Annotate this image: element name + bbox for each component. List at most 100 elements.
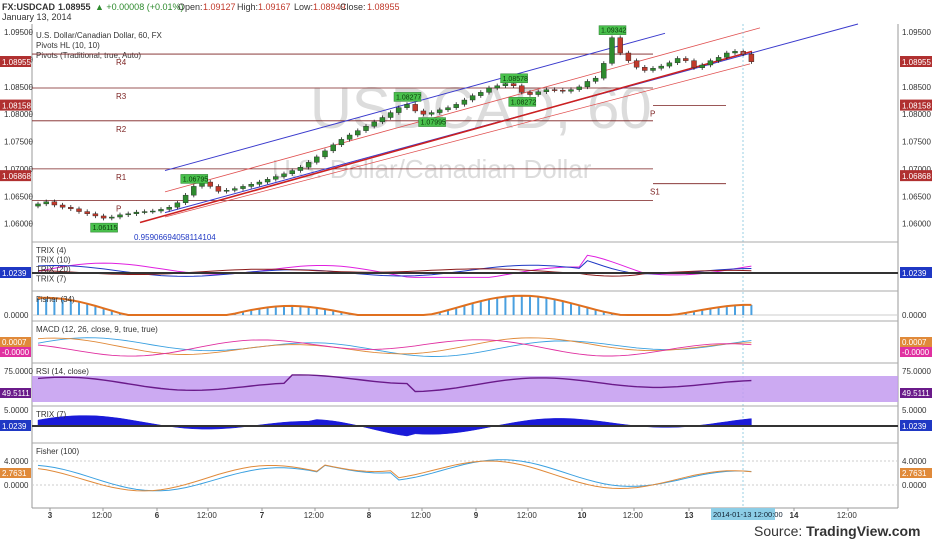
pivot-hl-tag (500, 73, 528, 84)
x-tick-label: 12:00 (411, 511, 432, 520)
y-tick-label-right: 1.09500 (902, 28, 931, 37)
macd-line (37, 337, 752, 357)
candle-body (642, 66, 648, 71)
pivot-hl-tag-label: 1.07995 (421, 120, 446, 127)
candle-body (322, 150, 328, 158)
candle-body (535, 91, 541, 95)
pivot-hl-tag (393, 92, 422, 102)
pivot-hl-tag (180, 174, 209, 184)
symbol-label: FX:USDCAD (2, 2, 55, 12)
candle-body (68, 206, 74, 210)
candle-body (453, 104, 459, 108)
date-label: January 13, 2014 (2, 12, 72, 22)
main-legend-item: Pivots HL (10, 10) (36, 41, 100, 50)
price-label-left: 1.08158 (2, 102, 31, 111)
rsi-value-right-bg (900, 388, 932, 398)
y-tick-label-left: 1.07000 (4, 165, 33, 174)
x-tick-label: 12:00 (92, 511, 113, 520)
candle-body (92, 213, 99, 217)
x-tick-label: 6 (155, 511, 160, 520)
candle-body (109, 216, 115, 219)
price-label-bg (900, 56, 932, 68)
candle-body (428, 112, 435, 115)
trix-value-right: 1.0239 (902, 269, 927, 278)
candle-body (125, 213, 131, 216)
price-label-bg (900, 170, 932, 182)
pivot-level-label: R3 (116, 92, 127, 101)
price-change: ▲ +0.00008 (+0.01%) (95, 2, 184, 12)
source-credit[interactable]: Source: TradingView.com (754, 523, 921, 539)
candle-body (355, 130, 361, 136)
candle-body (576, 86, 582, 90)
candle-body (396, 107, 402, 113)
price-label-left-bg (0, 170, 31, 182)
x-tick-label: 13 (685, 511, 694, 520)
price-label-right: 1.06868 (902, 172, 931, 181)
candle-body (724, 52, 730, 58)
candle-body (625, 52, 632, 61)
pivot-level-label: R1 (116, 173, 127, 182)
candle-body (363, 126, 369, 131)
macd-signal-left-bg (0, 347, 31, 357)
candle-body (43, 201, 49, 205)
candle-body (314, 156, 320, 163)
pivot-level-label: R4 (116, 58, 127, 67)
trix7-value-right: 1.0239 (902, 422, 927, 431)
y-tick-label-left: 1.08500 (4, 83, 33, 92)
candle-body (117, 214, 123, 218)
pivot-hl-tag-label: 1.08272 (511, 99, 536, 106)
candle-body (502, 83, 509, 86)
candle-body (338, 139, 345, 146)
rsi-value-left: 49.5111 (2, 389, 30, 398)
candle-body (51, 201, 58, 206)
y-tick-label-left: 1.09500 (4, 28, 33, 37)
candle-body (223, 190, 230, 192)
candle-body (617, 37, 623, 54)
fisher100-axis-right-lower: 0.0000 (902, 481, 927, 490)
candle-body (510, 83, 517, 86)
candle-body (166, 206, 172, 210)
candle-body (240, 186, 246, 189)
channel-upper-line (164, 32, 666, 172)
x-tick-label: 7 (260, 511, 265, 520)
fisher100-line (37, 459, 752, 492)
y-tick-label-left: 1.06500 (4, 192, 33, 201)
candle-body (100, 215, 107, 219)
pivot-level-label: P (650, 109, 655, 118)
rsi-band (32, 376, 898, 402)
main-legend-item: Pivots (Traditional, true, Auto) (36, 51, 141, 60)
pivot-level-label: R2 (116, 125, 127, 134)
trix-legend-item: TRIX (20) (36, 265, 71, 274)
candle-body (35, 203, 41, 207)
candle-body (207, 181, 213, 187)
candle-body (264, 179, 271, 183)
candle-body (191, 186, 197, 196)
candle-body (609, 37, 615, 64)
close-value: 1.08955 (367, 2, 400, 12)
chart-header: FX:USDCAD 1.08955 ▲ +0.00008 (+0.01%) Op… (0, 0, 932, 24)
price-label-left-bg (0, 99, 31, 111)
y-tick-label-right: 1.08000 (902, 110, 931, 119)
price-label-left-bg (0, 56, 31, 68)
pivot-hl-tag-label: 1.06115 (93, 225, 118, 232)
candle-body (174, 202, 181, 208)
trix7-value-left-bg (0, 420, 31, 431)
candle-body (182, 194, 189, 204)
macd-value-left: 0.0007 (2, 338, 27, 347)
trix-value-right-bg (900, 267, 932, 278)
trix-series-line (37, 268, 752, 277)
y-tick-label-right: 1.06500 (902, 192, 931, 201)
candle-body (232, 188, 238, 191)
low-label: Low: (294, 2, 314, 12)
macd-legend: MACD (12, 26, close, 9, true, true) (36, 325, 158, 334)
trix7-axis-right: 5.0000 (902, 406, 927, 415)
candle-body (59, 204, 66, 208)
candle-body (633, 60, 640, 68)
last-price: 1.08955 (58, 2, 91, 12)
pivot-hl-tag-label: 1.08578 (503, 76, 528, 83)
main-legend-item: U.S. Dollar/Canadian Dollar, 60, FX (36, 31, 163, 40)
candle-body (297, 167, 304, 171)
pivot-hl-tag-label: 1.06795 (183, 176, 208, 183)
fisher100-axis-left-lower: 0.0000 (4, 481, 29, 490)
